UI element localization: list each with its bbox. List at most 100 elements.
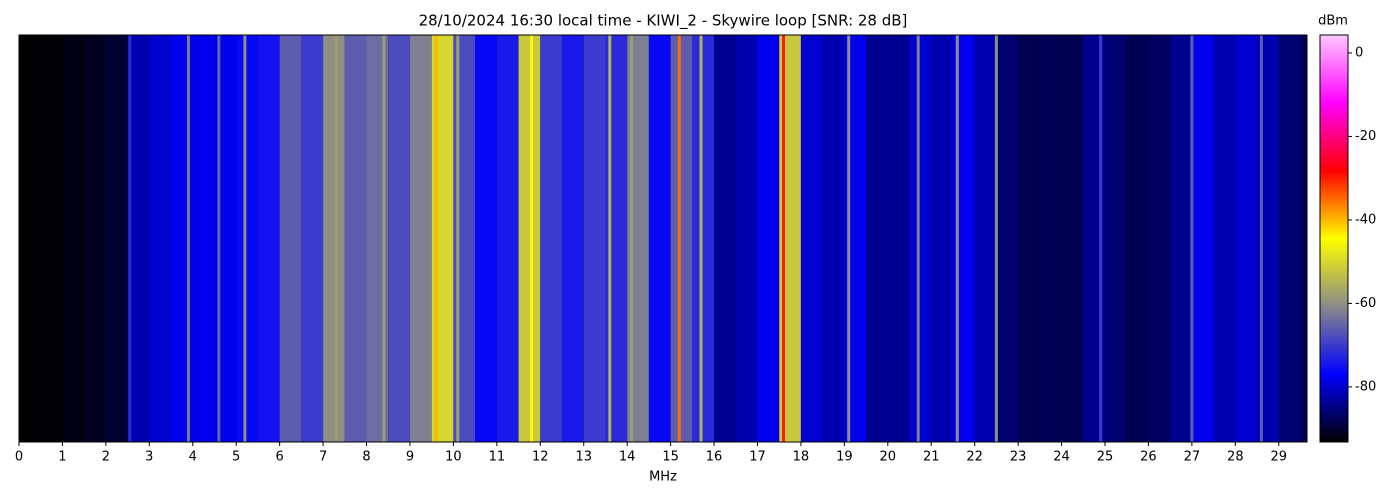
colorbar-label: dBm — [1318, 14, 1348, 29]
spectrum-band — [323, 35, 345, 442]
spectrum-band — [1170, 35, 1192, 442]
spectrum-band — [1018, 35, 1040, 442]
x-tick-label: 4 — [189, 450, 197, 465]
signal-line — [217, 35, 221, 442]
x-tick-label: 16 — [706, 450, 723, 465]
spectrum-band — [475, 35, 497, 442]
plot-area — [19, 35, 1307, 442]
x-tick-label: 26 — [1140, 450, 1157, 465]
colorbar-tick-label: -60 — [1355, 296, 1376, 311]
colorbar — [1319, 34, 1349, 443]
spectrum-band — [1213, 35, 1236, 442]
spectrum-band — [279, 35, 302, 442]
spectrum-band — [1191, 35, 1214, 442]
spectrum-band — [1126, 35, 1149, 442]
signal-line — [630, 35, 634, 442]
plot-frame — [18, 34, 1308, 443]
spectrum-band — [192, 35, 215, 442]
x-tick-label: 13 — [575, 450, 592, 465]
x-tick-label: 6 — [276, 450, 284, 465]
signal-line — [608, 35, 612, 442]
spectrum-band — [1061, 35, 1084, 442]
x-tick-label: 29 — [1270, 450, 1287, 465]
signal-line — [1099, 35, 1103, 442]
x-tick-label: 24 — [1053, 450, 1070, 465]
signal-line — [1259, 35, 1263, 442]
x-tick-label: 18 — [793, 450, 810, 465]
spectrum-band — [583, 35, 606, 442]
spectrum-band — [105, 35, 128, 442]
signal-line — [456, 35, 460, 442]
spectrum-band — [127, 35, 150, 442]
x-tick-label: 2 — [102, 450, 110, 465]
x-tick-label: 14 — [619, 450, 636, 465]
signal-line — [334, 35, 338, 442]
signal-line — [128, 35, 132, 442]
spectrum-band — [496, 35, 519, 442]
colorbar-tick-label: -20 — [1355, 129, 1376, 144]
spectrum-band — [257, 35, 280, 442]
spectrum-band — [344, 35, 367, 442]
spectrum-band — [409, 35, 432, 442]
x-tick-label: 5 — [232, 450, 240, 465]
x-tick-label: 3 — [145, 450, 153, 465]
spectrum-band — [1300, 35, 1307, 442]
x-tick-label: 8 — [362, 450, 370, 465]
spectrum-band — [800, 35, 823, 442]
spectrum-band — [84, 35, 106, 442]
spectrum-band — [562, 35, 584, 442]
x-tick-label: 21 — [923, 450, 940, 465]
x-tick-label: 28 — [1227, 450, 1244, 465]
signal-line — [243, 35, 247, 442]
signal-line — [782, 35, 786, 442]
spectrum-band — [1278, 35, 1301, 442]
spectrum-band — [931, 35, 953, 442]
spectrum-band — [149, 35, 172, 442]
signal-line — [382, 35, 386, 442]
signal-line — [916, 35, 920, 442]
spectrum-band — [1105, 35, 1127, 442]
colorbar-tick-label: 0 — [1355, 45, 1363, 60]
spectrum-band — [714, 35, 736, 442]
signal-line — [1190, 35, 1194, 442]
x-tick-label: 22 — [966, 450, 983, 465]
signal-line — [530, 35, 534, 442]
x-tick-label: 25 — [1097, 450, 1114, 465]
x-tick-label: 20 — [880, 450, 897, 465]
spectrum-band — [996, 35, 1019, 442]
x-tick-label: 0 — [15, 450, 23, 465]
x-tick-label: 12 — [532, 450, 549, 465]
x-tick-label: 7 — [319, 450, 327, 465]
x-tick-label: 1 — [58, 450, 66, 465]
x-tick-label: 17 — [749, 450, 766, 465]
spectrum-band — [735, 35, 758, 442]
x-tick-label: 19 — [836, 450, 853, 465]
colorbar-tick-label: -80 — [1355, 379, 1376, 394]
spectrum-band — [822, 35, 845, 442]
spectrum-band — [301, 35, 324, 442]
spectrum-band — [757, 35, 780, 442]
spectrum-band — [670, 35, 693, 442]
spectrum-band — [909, 35, 932, 442]
spectrum-band — [236, 35, 258, 442]
spectrum-band — [866, 35, 888, 442]
x-tick-label: 27 — [1184, 450, 1201, 465]
spectrum-band — [518, 35, 541, 442]
signal-line — [186, 35, 190, 442]
spectrum-band — [40, 35, 63, 442]
spectrum-band — [1235, 35, 1258, 442]
spectrum-band — [62, 35, 85, 442]
spectrum-band — [692, 35, 715, 442]
spectrum-band — [388, 35, 410, 442]
signal-line — [434, 35, 438, 442]
chart-title: 28/10/2024 16:30 local time - KIWI_2 - S… — [419, 12, 908, 31]
x-tick-label: 23 — [1010, 450, 1027, 465]
signal-line — [677, 35, 681, 442]
x-tick-label: 9 — [406, 450, 414, 465]
signal-line — [994, 35, 998, 442]
x-tick-label: 10 — [445, 450, 462, 465]
x-tick-label: 11 — [489, 450, 506, 465]
spectrum-band — [887, 35, 910, 442]
